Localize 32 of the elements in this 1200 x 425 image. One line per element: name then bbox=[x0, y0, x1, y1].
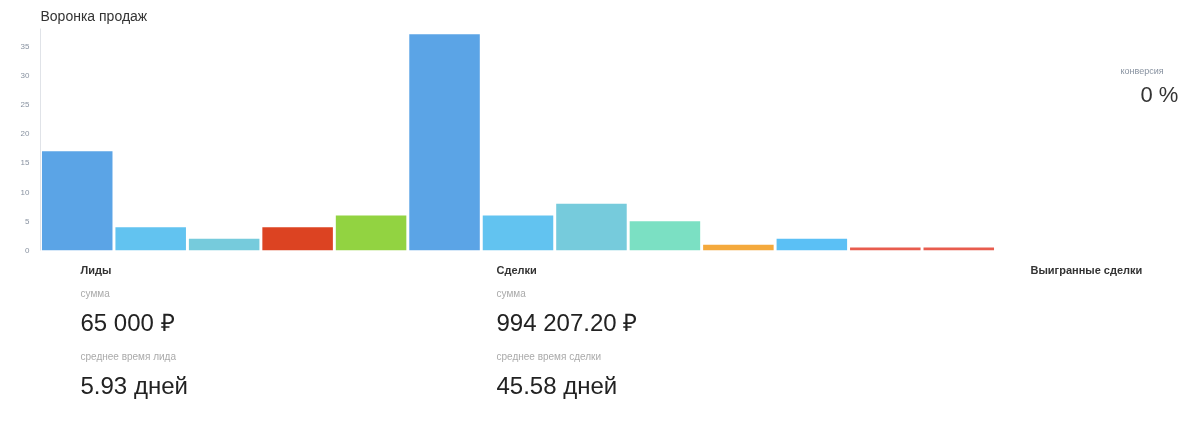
y-tick-label: 15 bbox=[20, 158, 31, 168]
text: среднее время сделки bbox=[496, 350, 602, 362]
text: сумма bbox=[496, 287, 527, 299]
text: 65 000 ₽ bbox=[80, 308, 175, 336]
text: 45.58 дней bbox=[496, 371, 618, 399]
text: среднее время лида bbox=[80, 350, 177, 362]
text: сумма bbox=[80, 287, 111, 299]
y-tick-label: 35 bbox=[20, 41, 31, 51]
y-tick-label: 30 bbox=[20, 70, 31, 80]
text: 5.93 дней bbox=[80, 371, 188, 399]
text: 0 % bbox=[1140, 81, 1179, 107]
y-tick-label: 20 bbox=[20, 129, 31, 139]
bar bbox=[262, 227, 333, 251]
bar bbox=[629, 221, 701, 251]
bar bbox=[482, 215, 554, 251]
text: Сделки bbox=[496, 263, 537, 276]
text: 994 207.20 ₽ bbox=[496, 308, 638, 336]
y-tick-label: 10 bbox=[20, 187, 31, 197]
y-tick-label: 25 bbox=[20, 99, 31, 109]
bar bbox=[188, 238, 260, 251]
text: Лиды bbox=[80, 263, 112, 276]
chart-title: Воронка продаж bbox=[40, 7, 148, 24]
y-tick-label: 0 bbox=[25, 246, 31, 255]
text: Выигранные сделки bbox=[1030, 263, 1143, 276]
bar bbox=[115, 227, 186, 251]
bar bbox=[41, 151, 113, 251]
bar bbox=[556, 203, 627, 251]
bar bbox=[776, 238, 848, 251]
bar bbox=[335, 215, 407, 251]
text: конверсия bbox=[1120, 66, 1164, 77]
bar bbox=[409, 34, 480, 251]
y-tick-label: 5 bbox=[25, 216, 31, 226]
